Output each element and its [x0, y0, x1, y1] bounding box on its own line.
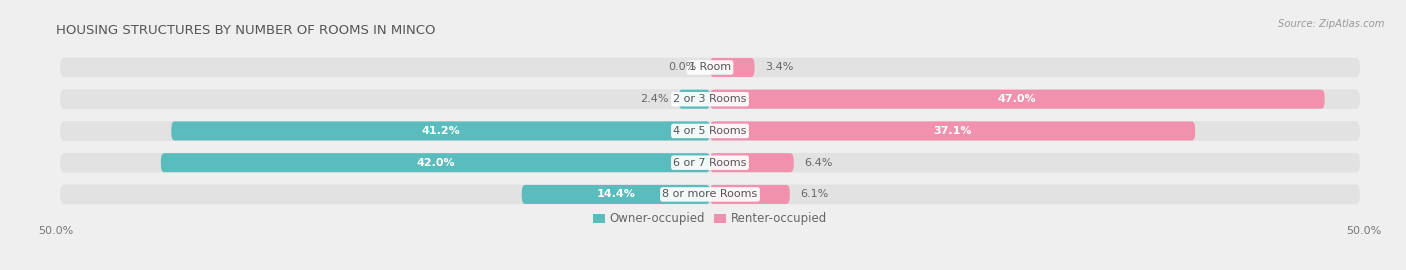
Legend: Owner-occupied, Renter-occupied: Owner-occupied, Renter-occupied	[588, 208, 832, 230]
Text: 0.0%: 0.0%	[669, 62, 697, 72]
Text: 8 or more Rooms: 8 or more Rooms	[662, 190, 758, 200]
FancyBboxPatch shape	[60, 153, 1360, 173]
FancyBboxPatch shape	[710, 58, 755, 77]
Text: 6.4%: 6.4%	[804, 158, 832, 168]
FancyBboxPatch shape	[710, 122, 1195, 140]
Text: HOUSING STRUCTURES BY NUMBER OF ROOMS IN MINCO: HOUSING STRUCTURES BY NUMBER OF ROOMS IN…	[56, 24, 436, 37]
FancyBboxPatch shape	[710, 153, 794, 172]
FancyBboxPatch shape	[60, 89, 1360, 109]
FancyBboxPatch shape	[160, 153, 710, 172]
FancyBboxPatch shape	[679, 90, 710, 109]
FancyBboxPatch shape	[710, 90, 1324, 109]
Text: 2.4%: 2.4%	[640, 94, 668, 104]
Text: Source: ZipAtlas.com: Source: ZipAtlas.com	[1278, 19, 1385, 29]
Text: 2 or 3 Rooms: 2 or 3 Rooms	[673, 94, 747, 104]
Text: 6.1%: 6.1%	[800, 190, 828, 200]
FancyBboxPatch shape	[522, 185, 710, 204]
FancyBboxPatch shape	[60, 185, 1360, 204]
Text: 4 or 5 Rooms: 4 or 5 Rooms	[673, 126, 747, 136]
Text: 1 Room: 1 Room	[689, 62, 731, 72]
Text: 14.4%: 14.4%	[596, 190, 636, 200]
FancyBboxPatch shape	[710, 185, 790, 204]
FancyBboxPatch shape	[60, 58, 1360, 77]
Text: 47.0%: 47.0%	[998, 94, 1036, 104]
Text: 37.1%: 37.1%	[934, 126, 972, 136]
Text: 3.4%: 3.4%	[765, 62, 793, 72]
Text: 42.0%: 42.0%	[416, 158, 454, 168]
Text: 41.2%: 41.2%	[422, 126, 460, 136]
Text: 6 or 7 Rooms: 6 or 7 Rooms	[673, 158, 747, 168]
FancyBboxPatch shape	[172, 122, 710, 140]
FancyBboxPatch shape	[60, 121, 1360, 141]
